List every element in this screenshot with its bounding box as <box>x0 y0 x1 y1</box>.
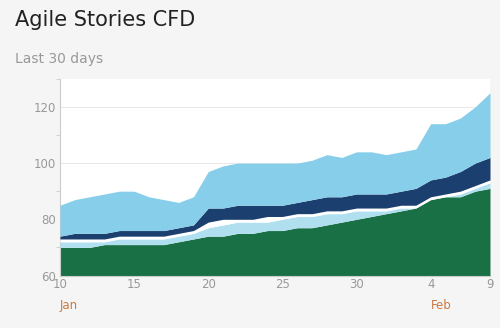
Text: Jan: Jan <box>60 298 78 312</box>
Text: Agile Stories CFD: Agile Stories CFD <box>15 10 195 30</box>
Text: Feb: Feb <box>430 298 452 312</box>
Text: Last 30 days: Last 30 days <box>15 52 103 67</box>
